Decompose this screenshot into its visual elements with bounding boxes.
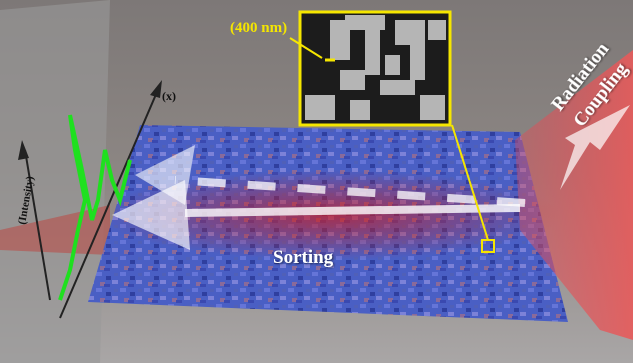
scale-label: (400 nm): [230, 20, 287, 36]
x-axis-label: (x): [162, 89, 176, 103]
sorting-label: Sorting: [273, 247, 334, 268]
side-plane: [0, 0, 110, 363]
solid-arrow: [185, 208, 520, 213]
illustration: Radiation Coupling Sorting (x) (Intensit…: [0, 0, 633, 363]
